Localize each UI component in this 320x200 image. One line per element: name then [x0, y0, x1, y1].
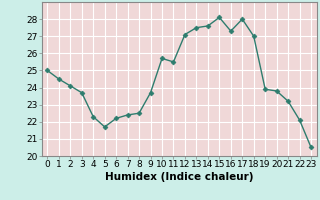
X-axis label: Humidex (Indice chaleur): Humidex (Indice chaleur) — [105, 172, 253, 182]
